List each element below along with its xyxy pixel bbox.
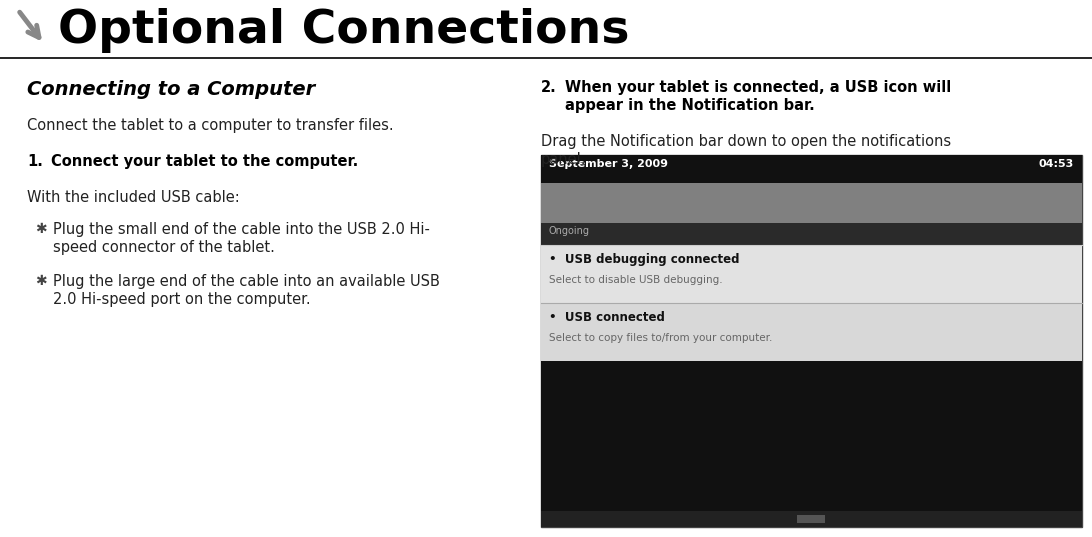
Text: ✱: ✱ [35,222,47,236]
Bar [541,361,1082,527]
Text: panel.: panel. [541,152,586,167]
Text: When your tablet is connected, a USB icon will: When your tablet is connected, a USB ico… [565,80,951,95]
Text: Optional Connections: Optional Connections [58,8,629,53]
Text: 2.: 2. [541,80,556,95]
Bar [541,245,1082,303]
Text: •  USB connected: • USB connected [548,311,664,324]
Text: ✱: ✱ [35,274,47,288]
Text: Drag the Notification bar down to open the notifications: Drag the Notification bar down to open t… [541,134,951,149]
Text: •  USB debugging connected: • USB debugging connected [548,253,739,266]
Text: September 3, 2009: September 3, 2009 [548,159,667,169]
Text: Plug the small end of the cable into the USB 2.0 Hi-: Plug the small end of the cable into the… [54,222,430,237]
Bar [541,511,1082,527]
Text: speed connector of the tablet.: speed connector of the tablet. [54,240,275,255]
Text: Ongoing: Ongoing [548,226,590,236]
Text: Plug the large end of the cable into an available USB: Plug the large end of the cable into an … [54,274,440,289]
Text: 04:53: 04:53 [1038,159,1075,169]
Text: 1.: 1. [27,154,44,169]
Text: Connect the tablet to a computer to transfer files.: Connect the tablet to a computer to tran… [27,118,394,133]
Text: Connect your tablet to the computer.: Connect your tablet to the computer. [51,154,358,169]
Text: appear in the Notification bar.: appear in the Notification bar. [565,98,815,113]
Text: Connecting to a Computer: Connecting to a Computer [27,80,316,99]
Text: Select to copy files to/from your computer.: Select to copy files to/from your comput… [548,333,772,343]
Text: 2.0 Hi-speed port on the computer.: 2.0 Hi-speed port on the computer. [54,292,311,307]
Bar [797,515,826,523]
Bar [541,303,1082,361]
Bar [541,183,1082,223]
Bar [541,155,1082,183]
Text: Select to disable USB debugging.: Select to disable USB debugging. [548,275,722,285]
Bar [541,223,1082,245]
Bar [541,155,1082,527]
Text: With the included USB cable:: With the included USB cable: [27,190,240,205]
